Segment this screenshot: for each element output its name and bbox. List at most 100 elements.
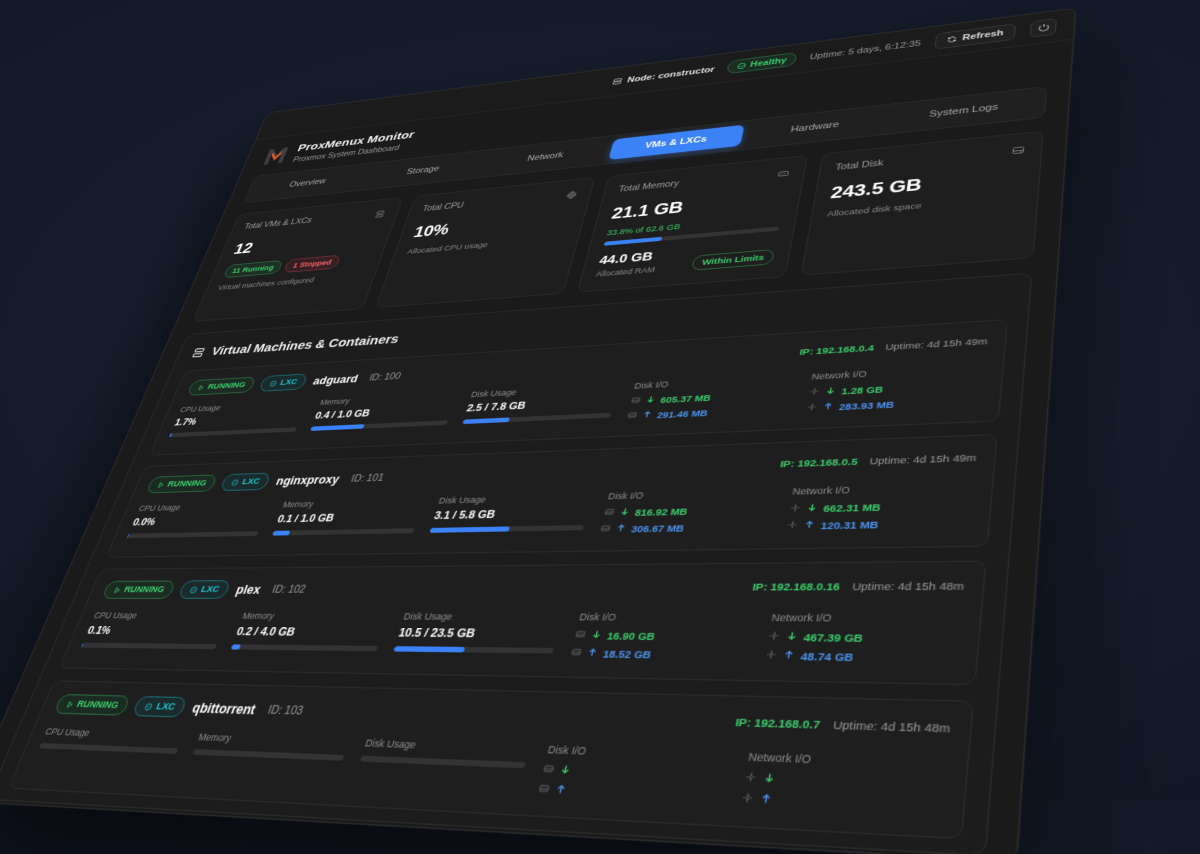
- metric-label: Disk Usage: [363, 737, 418, 751]
- disk-io-write: 291.46 MB: [626, 404, 789, 423]
- network-io-out-value: 120.31 MB: [819, 518, 880, 532]
- vm-name: qbittorrent: [190, 700, 258, 718]
- arrow-up-icon: [759, 793, 773, 809]
- containers-icon: [372, 209, 387, 223]
- metric-memory: Memory: [183, 731, 350, 787]
- table-row[interactable]: RUNNING LXC nginxproxy ID: 101 IP: 192.1…: [105, 434, 998, 558]
- memory-progress-bar: [192, 749, 345, 761]
- play-icon: [112, 586, 122, 594]
- disk-io-write-value: 291.46 MB: [655, 407, 709, 421]
- arrow-up-icon: [822, 402, 834, 414]
- metric-label: CPU Usage: [137, 502, 183, 513]
- disk-progress-bar: [359, 755, 526, 769]
- status-badge-label: RUNNING: [165, 478, 209, 490]
- arrow-up-icon: [782, 649, 796, 663]
- containers-icon: [190, 346, 207, 359]
- disk-io-write-value: 18.52 GB: [601, 647, 653, 662]
- arrow-down-icon: [644, 395, 656, 407]
- metric-value: 0.2 / 4.0 GB: [234, 625, 297, 639]
- disk-io-write-value: 306.67 MB: [630, 522, 686, 536]
- type-badge-label: LXC: [154, 700, 177, 713]
- metric-label: Disk I/O: [607, 490, 645, 502]
- metric-memory: Memory 0.2 / 4.0 GB: [228, 611, 389, 658]
- metric-disk-usage: Disk Usage: [352, 737, 531, 796]
- arrow-down-icon: [558, 764, 572, 779]
- arrow-up-icon: [803, 520, 816, 533]
- network-icon: [806, 402, 818, 414]
- network-io-out-value: 283.93 MB: [838, 399, 895, 413]
- metric-value: 10.5 / 23.5 GB: [396, 626, 477, 641]
- metric-value: 2.5 / 7.8 GB: [465, 400, 527, 415]
- vm-name: plex: [234, 582, 263, 597]
- vm-ip: IP: 192.168.0.5: [779, 456, 859, 471]
- play-icon: [197, 384, 206, 391]
- table-row[interactable]: RUNNING LXC plex ID: 102 IP: 192.168.0.1…: [58, 560, 987, 686]
- arrow-down-icon: [824, 386, 836, 398]
- arrow-down-icon: [618, 507, 631, 519]
- memory-progress-bar: [230, 644, 379, 652]
- vm-id: ID: 100: [367, 370, 403, 383]
- card-label: Total Memory: [617, 178, 681, 195]
- status-badge-label: RUNNING: [122, 584, 167, 596]
- disk-io-write: 306.67 MB: [599, 520, 769, 536]
- hard-drive-icon: [541, 763, 555, 778]
- refresh-button[interactable]: Refresh: [934, 23, 1017, 50]
- memory-stick-icon: [776, 168, 791, 183]
- metric-label: Network I/O: [791, 484, 851, 497]
- vm-id: ID: 101: [349, 471, 386, 485]
- status-badge-label: RUNNING: [74, 698, 121, 712]
- metric-label: Network I/O: [770, 611, 833, 624]
- metric-label: Network I/O: [747, 750, 813, 766]
- network-io-in: 662.31 MB: [789, 499, 973, 516]
- table-row[interactable]: RUNNING LXC qbittorrent ID: 103 IP: 192.…: [7, 680, 975, 840]
- hard-drive-icon: [603, 507, 616, 519]
- metric-cpu: CPU Usage 1.7%: [167, 399, 308, 442]
- play-icon: [156, 481, 166, 488]
- status-badge: RUNNING: [186, 376, 257, 396]
- power-button[interactable]: [1029, 17, 1058, 38]
- vm-list-panel: Virtual Machines & Containers RUNNING LX…: [0, 272, 1033, 854]
- network-io-out: 120.31 MB: [786, 517, 971, 533]
- status-badge-label: Healthy: [749, 55, 788, 69]
- metric-value: 3.1 / 5.8 GB: [432, 508, 497, 523]
- arrow-up-icon: [641, 410, 653, 422]
- refresh-label: Refresh: [961, 28, 1005, 43]
- vm-ip: IP: 192.168.0.7: [734, 716, 821, 733]
- check-circle-icon: [736, 62, 747, 70]
- vm-ip: IP: 192.168.0.4: [798, 343, 875, 358]
- status-badge: RUNNING: [53, 693, 132, 716]
- hard-drive-icon: [1011, 144, 1026, 160]
- vm-id: ID: 103: [266, 703, 306, 718]
- metric-label: CPU Usage: [43, 726, 92, 739]
- arrow-down-icon: [785, 631, 799, 645]
- metric-value: 0.1 / 1.0 GB: [275, 512, 336, 526]
- card-total-memory: Total Memory 21.1 GB 33.8% of 62.6 GB 44…: [576, 155, 809, 293]
- metric-label: Network I/O: [810, 369, 868, 382]
- hard-drive-icon: [569, 647, 583, 661]
- card-total-vms: Total VMs & LXCs 12 11 Running 1 Stopped…: [192, 197, 404, 322]
- vm-uptime: Uptime: 4d 15h 48m: [851, 580, 965, 594]
- allocated-ram-label: Allocated RAM: [594, 265, 656, 279]
- metric-disk-io: Disk I/O 605.37 MB 291.46 MB: [626, 373, 795, 422]
- disk-io-read-value: 816.92 MB: [633, 506, 689, 519]
- network-io-in: 467.39 GB: [767, 630, 960, 646]
- network-io-out: [740, 792, 943, 818]
- arrow-up-icon: [585, 647, 599, 661]
- power-icon: [1037, 23, 1050, 33]
- metric-value: 0.1%: [85, 624, 113, 637]
- network-io-in-value: 1.28 GB: [840, 384, 884, 397]
- metric-memory: Memory 0.1 / 1.0 GB: [270, 496, 425, 541]
- network-io-out: 48.74 GB: [764, 649, 958, 666]
- hard-drive-icon: [573, 629, 586, 642]
- disk-progress-bar: [393, 646, 554, 654]
- metric-disk-usage: Disk Usage 10.5 / 23.5 GB: [391, 611, 563, 660]
- metric-network-io: Network I/O: [740, 751, 948, 818]
- vm-name: adguard: [311, 372, 360, 387]
- vm-list: RUNNING LXC adguard ID: 100 IP: 192.168.…: [7, 319, 1008, 840]
- card-label: Total Disk: [834, 158, 885, 173]
- disk-io-read: [541, 763, 725, 786]
- disk-io-read-value: 605.37 MB: [659, 392, 712, 406]
- disk-io-write: 18.52 GB: [569, 647, 746, 663]
- metric-label: Disk I/O: [546, 743, 588, 758]
- network-icon: [786, 520, 799, 533]
